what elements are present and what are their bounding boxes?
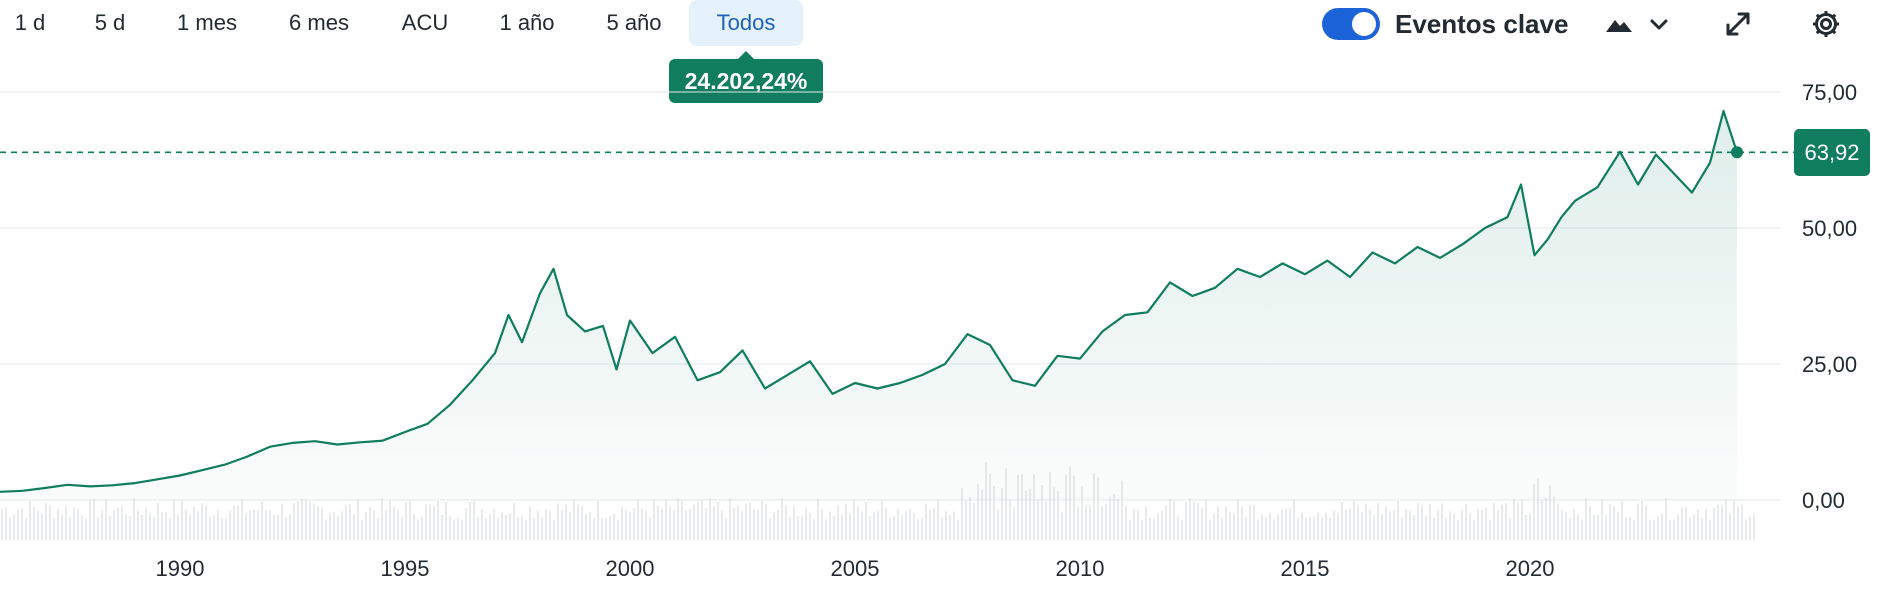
range-5ano-button[interactable]: 5 año	[606, 10, 662, 35]
price-area	[0, 111, 1737, 500]
gear-icon	[1813, 11, 1839, 37]
y-tick-label: 75,00	[1802, 80, 1857, 105]
y-tick-label: 25,00	[1802, 352, 1857, 377]
x-tick-label: 1990	[156, 556, 205, 581]
y-tick-label: 0,00	[1802, 488, 1845, 513]
x-tick-label: 1995	[381, 556, 430, 581]
current-price-badge: 63,92	[1794, 129, 1870, 177]
settings-button[interactable]	[1808, 6, 1844, 42]
range-acu-button[interactable]: ACU	[401, 10, 449, 35]
percent-change-badge: 24.202,24%	[669, 51, 823, 103]
range-1mes-button[interactable]: 1 mes	[177, 10, 237, 35]
y-tick-label: 50,00	[1802, 216, 1857, 241]
expand-button[interactable]	[1720, 6, 1756, 42]
mountain-chart-icon	[1606, 20, 1632, 32]
x-tick-label: 2000	[606, 556, 655, 581]
x-tick-label: 2020	[1506, 556, 1555, 581]
toggle-knob	[1352, 12, 1376, 36]
price-line	[0, 109, 1739, 493]
range-1d-button[interactable]: 1 d	[14, 10, 46, 35]
chart-type-selector[interactable]	[1604, 8, 1676, 40]
current-price-dot	[1731, 146, 1743, 159]
expand-icon	[1726, 12, 1750, 36]
key-events-toggle[interactable]	[1322, 8, 1380, 40]
x-tick-label: 2010	[1056, 556, 1105, 581]
x-tick-label: 2005	[831, 556, 880, 581]
toolbar: 1 d 5 d 1 mes 6 mes ACU 1 año 5 año Todo…	[0, 0, 1884, 48]
x-tick-label: 2015	[1281, 556, 1330, 581]
chevron-down-icon	[1650, 19, 1668, 30]
range-todos-button[interactable]: Todos	[689, 0, 803, 46]
range-6mes-button[interactable]: 6 mes	[289, 10, 349, 35]
range-5d-button[interactable]: 5 d	[94, 10, 126, 35]
key-events-label: Eventos clave	[1395, 9, 1569, 39]
range-1ano-button[interactable]: 1 año	[499, 10, 555, 35]
